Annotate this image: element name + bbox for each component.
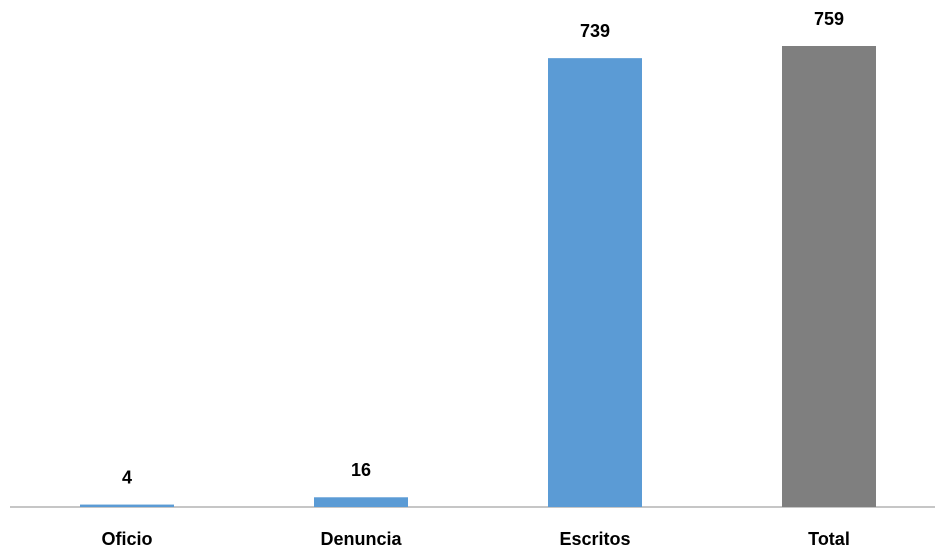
x-tick-label: Escritos — [559, 529, 630, 549]
x-tick-label: Total — [808, 529, 850, 549]
x-tick-label: Oficio — [101, 529, 152, 549]
value-label: 759 — [814, 9, 844, 29]
bar — [548, 58, 642, 508]
value-label: 739 — [580, 21, 610, 41]
bar — [314, 497, 408, 507]
value-label: 16 — [351, 460, 371, 480]
bar — [80, 504, 174, 507]
x-tick-label: Denuncia — [320, 529, 402, 549]
bar — [782, 46, 876, 507]
value-label: 4 — [122, 467, 132, 487]
